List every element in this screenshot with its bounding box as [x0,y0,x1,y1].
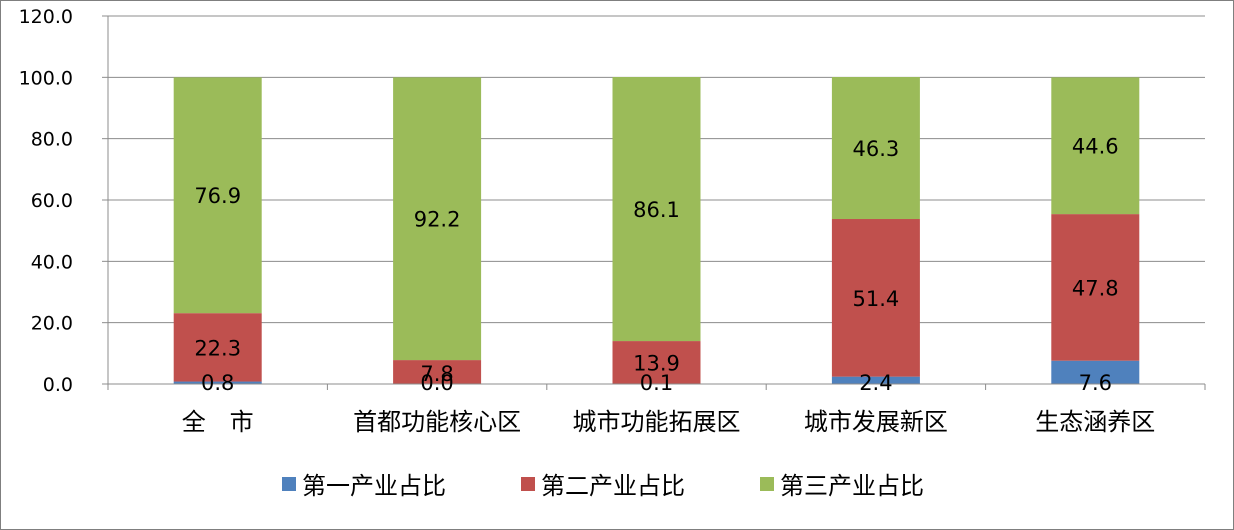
category-label: 城市发展新区 [804,408,948,436]
data-label: 7.8 [420,362,453,386]
bar-segment [831,376,920,384]
bars [173,77,1140,384]
bar-segment [612,341,701,384]
bar-segment [612,77,701,342]
bar-segment [393,360,482,384]
data-label: 46.3 [853,137,900,161]
bar-segment [831,77,920,220]
legend-label: 第一产业占比 [302,472,446,500]
data-label: 0.1 [640,371,673,395]
legend-swatch [760,477,774,491]
y-tick-label: 40.0 [31,251,73,273]
data-label: 7.6 [1079,371,1112,395]
legend-label: 第三产业占比 [780,472,924,500]
y-tick-label: 120.0 [19,6,73,28]
legend-swatch [282,477,296,491]
data-label: 92.2 [414,208,461,232]
category-label: 全 市 [182,408,254,436]
data-label: 51.4 [853,287,900,311]
legend-swatch [521,477,535,491]
data-label: 44.6 [1072,135,1119,159]
bar-segment [1051,214,1140,361]
bar-segment [1051,360,1140,384]
data-label: 13.9 [633,351,680,375]
data-label: 0.0 [420,371,453,395]
data-label: 47.8 [1072,276,1119,300]
bar-segment [173,381,262,384]
data-label: 76.9 [194,184,241,208]
data-labels: 0.8 22.3 76.9 0.07.8 92.2 0.113.9 86.1 2.4 51.4 4… [194,135,1118,395]
data-label: 0.8 [201,371,234,395]
bar-segment [831,219,920,377]
category-label: 城市功能拓展区 [573,408,741,436]
bar-segment [173,77,262,314]
category-label: 生态涵养区 [1035,408,1155,436]
y-tick-label: 20.0 [31,313,73,335]
data-label: 86.1 [633,198,680,222]
bar-segment [173,313,262,382]
y-tick-label: 80.0 [31,129,73,151]
category-label: 首都功能核心区 [353,408,521,436]
bar-segment [393,77,482,361]
y-tick-label: 60.0 [31,190,73,212]
data-label: 22.3 [194,336,241,360]
data-label: 2.4 [859,371,892,395]
y-tick-label: 0.0 [43,374,73,396]
legend: 第一产业占比 第二产业占比 第三产业占比 [282,472,924,500]
legend-label: 第二产业占比 [541,472,685,500]
y-tick-label: 100.0 [19,67,73,89]
bar-segment [1051,77,1140,215]
axes: 0.0 20.0 40.0 60.0 80.0 100.0 120.0 全 市 首都功能核心区 城… [19,6,1206,436]
